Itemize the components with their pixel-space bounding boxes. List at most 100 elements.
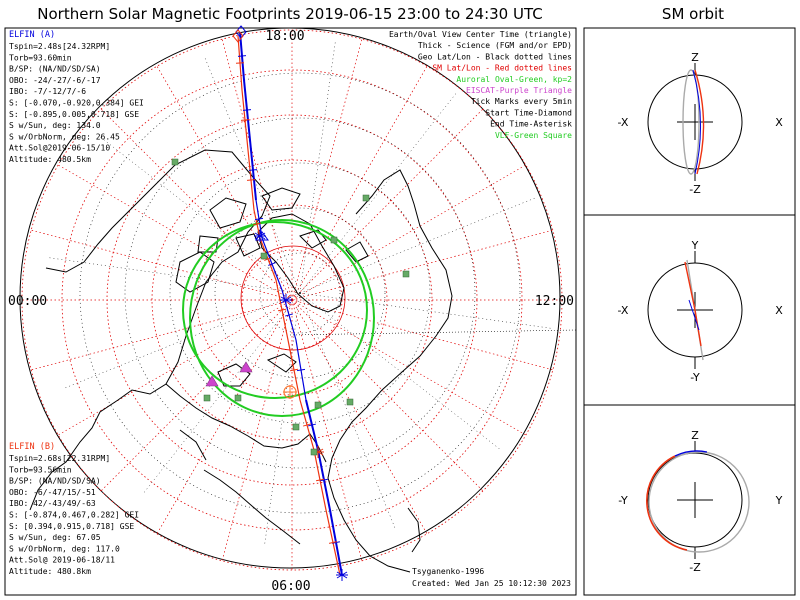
elfin-a-end-asterisk: [336, 569, 348, 581]
sm-lon-line: [291, 108, 484, 301]
geo-lon-line: [299, 292, 396, 530]
sm-lon-line: [221, 39, 293, 301]
coastline-path: [197, 235, 219, 253]
vlf-green-square: [292, 423, 300, 431]
vlf-green-square: [362, 194, 370, 202]
coastline-path: [345, 241, 369, 263]
elfin-b-tick: [289, 368, 299, 372]
credit-author: Tsyganenko-1996: [412, 567, 484, 576]
elfin-b-info-line: S: [-0.874,0.467,0.282] GEI: [9, 511, 139, 520]
axis-label-top: Z: [691, 429, 699, 442]
satellite-tracks: [232, 25, 348, 581]
axis-label-right: Y: [775, 494, 783, 507]
vlf-green-square: [203, 394, 211, 402]
elfin-b-tick: [240, 119, 250, 121]
elfin-a-info-line: OBO: -24/-27/-6/-17: [9, 76, 101, 85]
eiscat-triangle: [205, 375, 219, 387]
legend-item: SM Lat/Lon - Red dotted lines: [432, 64, 572, 73]
vlf-green-square: [330, 236, 338, 244]
legend: Earth/Oval View Center Time (triangle) Th…: [389, 30, 572, 140]
elfin-a-tick: [331, 541, 341, 544]
orbit-elfin-a: [688, 299, 700, 331]
orbit-panels: Z -Z -X X Y -Y -X X Z -Z -Y Y: [618, 51, 784, 574]
sm-lon-line: [291, 299, 527, 436]
axis-label-top: Y: [691, 239, 699, 252]
elfin-b-tick: [252, 222, 262, 226]
elfin-b-name: ELFIN (B): [9, 442, 55, 452]
elfin-a-center-marker: [280, 294, 292, 306]
legend-item: Tick Marks every 5min: [471, 97, 572, 106]
sm-lon-line: [291, 299, 553, 371]
vlf-green-square: [314, 401, 322, 409]
coastline-path: [299, 229, 327, 249]
axis-label-top: Z: [691, 51, 699, 64]
geo-lon-line: [98, 135, 301, 294]
vlf-green-square: [260, 252, 268, 260]
elfin-b-tick: [277, 308, 287, 312]
station-markers: [171, 158, 410, 456]
elfin-b-info-line: IBO: 42/-43/49/-63: [9, 499, 96, 508]
geo-lon-line: [299, 292, 553, 329]
coastline-path: [175, 251, 215, 293]
elfin-a-tick: [248, 169, 258, 171]
coastline-path: [29, 149, 271, 511]
elfin-a-tick: [242, 109, 252, 111]
legend-item: Auroral Oval-Green, kp=2: [456, 75, 572, 84]
coastline-path: [179, 429, 207, 461]
sm-lon-line: [291, 229, 553, 301]
legend-item: End Time-Asterisk: [490, 120, 572, 129]
hour-label-right: 12:00: [535, 294, 574, 309]
elfin-b-info-line: B/SP: (NA/ND/SD/SA): [9, 477, 101, 486]
credit-created: Created: Wed Jan 25 10:12:30 2023: [412, 579, 571, 588]
orbit-panel-1: Z -Z -X X: [618, 51, 784, 196]
earth-limb: [19, 27, 561, 569]
axis-label-left: -X: [618, 116, 629, 129]
geo-lon-line: [63, 292, 301, 389]
elfin-b-tick: [235, 62, 245, 64]
orbit-frame: [583, 27, 796, 596]
sm-lon-line: [31, 229, 293, 301]
sm-lon-line: [291, 39, 363, 301]
elfin-a-info-line: S w/OrbNorm, deg: 26.45: [9, 132, 120, 141]
elfin-b-info-line: Torb=93.56min: [9, 465, 72, 474]
eiscat-triangle: [239, 361, 253, 373]
orbit-elfin-a: [674, 450, 708, 457]
polar-grid: [19, 27, 577, 571]
geo-lon-line: [299, 40, 336, 294]
coastline-path: [257, 213, 345, 313]
coastline-path: [235, 233, 261, 257]
elfin-a-info-line: Altitude: 480.5km: [9, 155, 91, 164]
elfin-a-info-line: S: [-0.070,-0.920,0.384] GEI: [9, 99, 144, 108]
elfin-b-info-line: Att.Sol@ 2019-06-18/11: [9, 556, 115, 565]
chart-title: Northern Solar Magnetic Footprints 2019-…: [37, 5, 542, 23]
elfin-b-info: ELFIN (B) Tspin=2.68s[22.31RPM] Torb=93.5…: [9, 442, 139, 576]
elfin-a-tick: [268, 262, 276, 266]
elfin-a-science-segment: [305, 399, 343, 576]
vlf-green-square: [171, 158, 179, 166]
elfin-a-science-segment: [239, 31, 257, 201]
sm-lon-line: [100, 299, 293, 492]
vlf-green-square: [402, 270, 410, 278]
sm-lon-line: [291, 299, 363, 561]
hour-label-bottom: 06:00: [271, 579, 310, 594]
coastline-path: [45, 189, 151, 273]
elfin-a-info-line: B/SP: (NA/ND/SD/SA): [9, 65, 101, 74]
geo-lon-line: [204, 56, 301, 294]
coastline-path: [407, 507, 421, 553]
sm-lon-line: [156, 299, 293, 535]
orbit-elfin-a: [692, 69, 702, 175]
sm-lat-circle: [196, 204, 388, 396]
elfin-a-tick: [285, 313, 293, 317]
sm-lon-line: [31, 299, 293, 371]
vlf-green-square: [310, 448, 318, 456]
elfin-a-info-line: S w/Sun, deg: 134.0: [9, 121, 101, 130]
elfin-b-track: [237, 35, 341, 576]
sm-lon-line: [291, 299, 484, 492]
axis-label-bottom: -Y: [690, 371, 700, 384]
elfin-b-tick: [264, 257, 272, 261]
geo-lat-circle: [259, 252, 341, 334]
geo-lon-line: [299, 91, 458, 294]
geo-lon-line: [264, 292, 301, 546]
axis-label-left: -Y: [618, 494, 628, 507]
